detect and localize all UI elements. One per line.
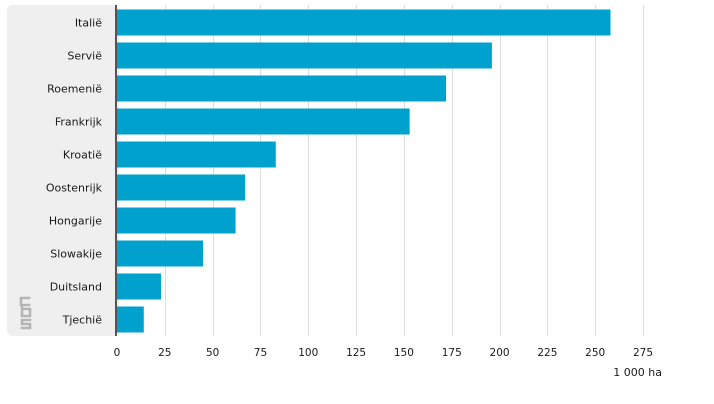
category-label: Frankrijk [55,116,103,129]
bar[interactable] [117,240,204,267]
category-label: Italië [75,17,102,30]
x-tick-label: 200 [490,347,510,359]
category-label: Hongarije [49,215,102,228]
category-label: Kroatië [63,149,102,162]
x-tick-label: 125 [346,347,366,359]
bar[interactable] [117,9,611,36]
x-unit-label: 1 000 ha [613,366,662,379]
bar[interactable] [117,306,144,333]
label-panel [7,5,119,336]
category-label: Roemenië [47,83,102,96]
x-tick-label: 0 [114,347,121,359]
bar[interactable] [117,75,446,102]
bar[interactable] [117,174,246,201]
category-label: Tjechië [62,314,103,327]
bar[interactable] [117,207,236,234]
grid-lines [165,5,644,336]
x-tick-label: 250 [585,347,605,359]
x-tick-label: 75 [254,347,267,359]
bar[interactable] [117,273,161,300]
x-tick-label: 100 [298,347,318,359]
bar[interactable] [117,42,492,69]
x-tick-label: 150 [394,347,414,359]
x-tick-label: 25 [158,347,171,359]
x-tick-label: 50 [206,347,219,359]
category-labels: Italië Servië Roemenië Frankrijk Kroatië Oost… [46,17,103,327]
x-tick-label: 175 [442,347,462,359]
category-label: Duitsland [50,281,102,294]
category-label: Slowakije [50,248,102,261]
bars [117,9,611,333]
cbs-logo-icon [19,296,32,330]
bar[interactable] [117,141,276,168]
x-tick-labels: 0 25 50 75 100 125 150 175 200 225 250 275 [114,347,653,359]
x-tick-label: 275 [633,347,653,359]
bar[interactable] [117,108,410,135]
x-tick-label: 225 [537,347,557,359]
category-label: Oostenrijk [46,182,103,195]
category-label: Servië [67,50,102,63]
